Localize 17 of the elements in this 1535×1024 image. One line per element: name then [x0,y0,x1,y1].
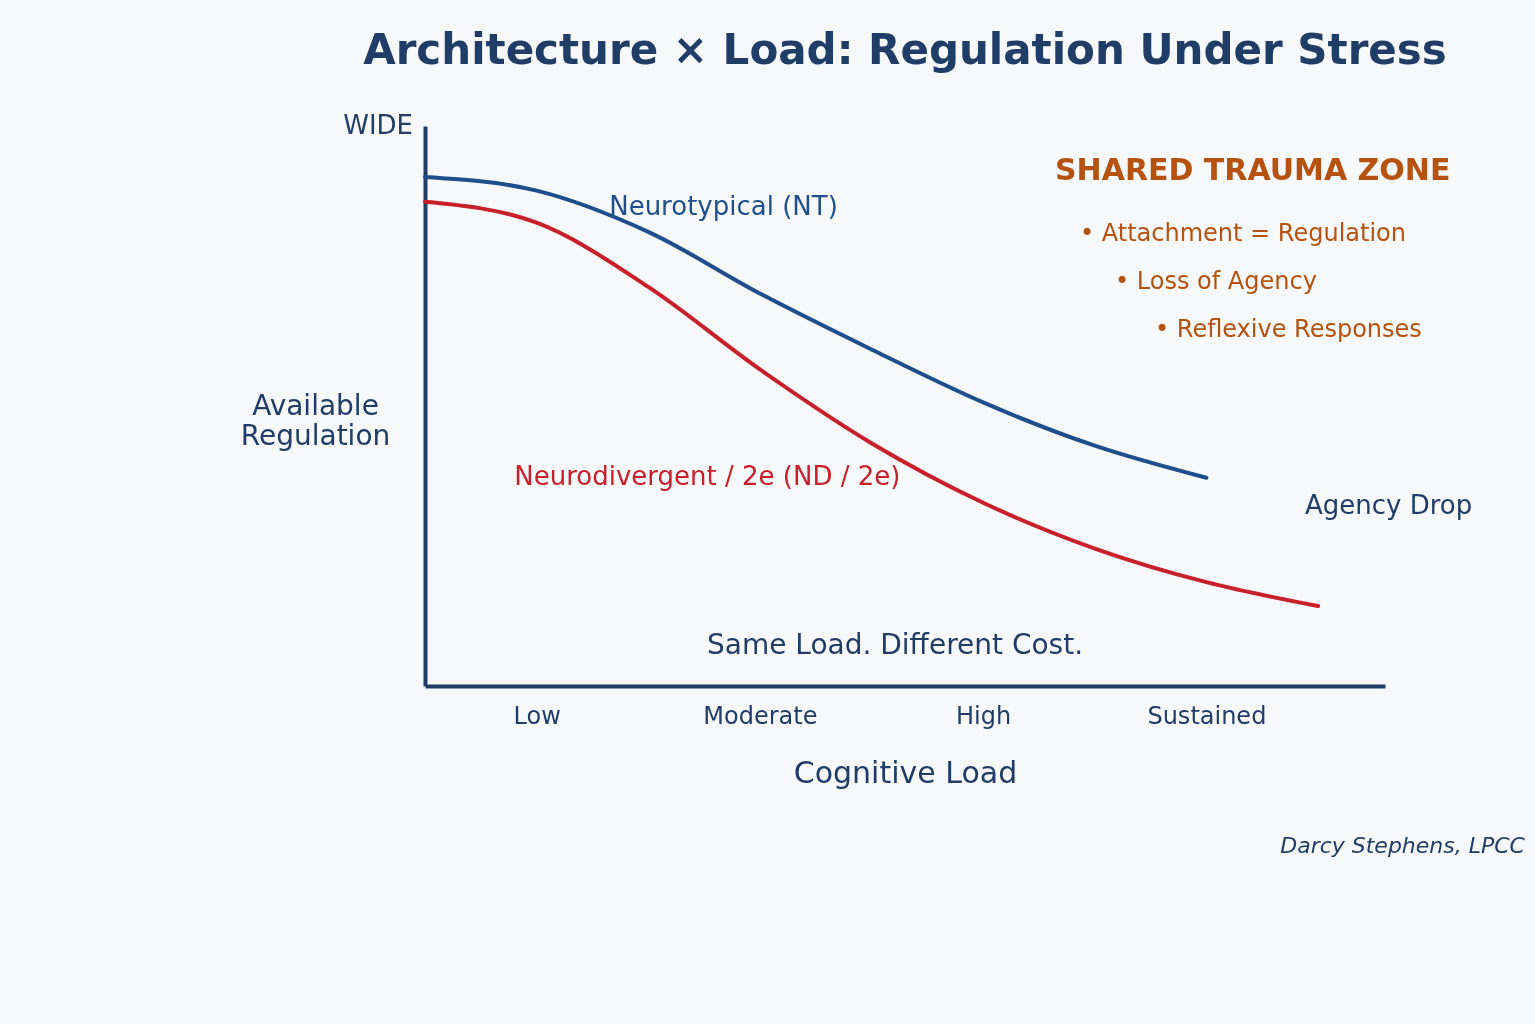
text: WIDE [343,110,413,140]
series-label: Neurodivergent / 2e (ND / 2e) [514,461,901,492]
annotation: SHARED TRAUMA ZONE [1055,152,1451,187]
chart-title: Architecture × Load: Regulation Under Stress [363,25,1447,74]
annotation: Agency Drop [1305,490,1473,520]
x-axis-title: Cognitive Load [793,754,1018,790]
text: Darcy Stephens, LPCC [1280,833,1526,858]
annotation: • Attachment = Regulation [1080,219,1407,247]
x-tick-label: Low [513,701,561,730]
y-axis-title: Available Regulation [240,388,391,452]
annotation: Same Load. Different Cost. [706,628,1084,661]
annotation: • Reflexive Responses [1155,315,1422,343]
annotation: • Loss of Agency [1115,267,1317,295]
x-tick-label: High [956,701,1012,730]
x-tick-label: Moderate [703,701,818,730]
x-tick-label: Sustained [1147,701,1267,730]
series-label: Neurotypical (NT) [609,191,838,222]
